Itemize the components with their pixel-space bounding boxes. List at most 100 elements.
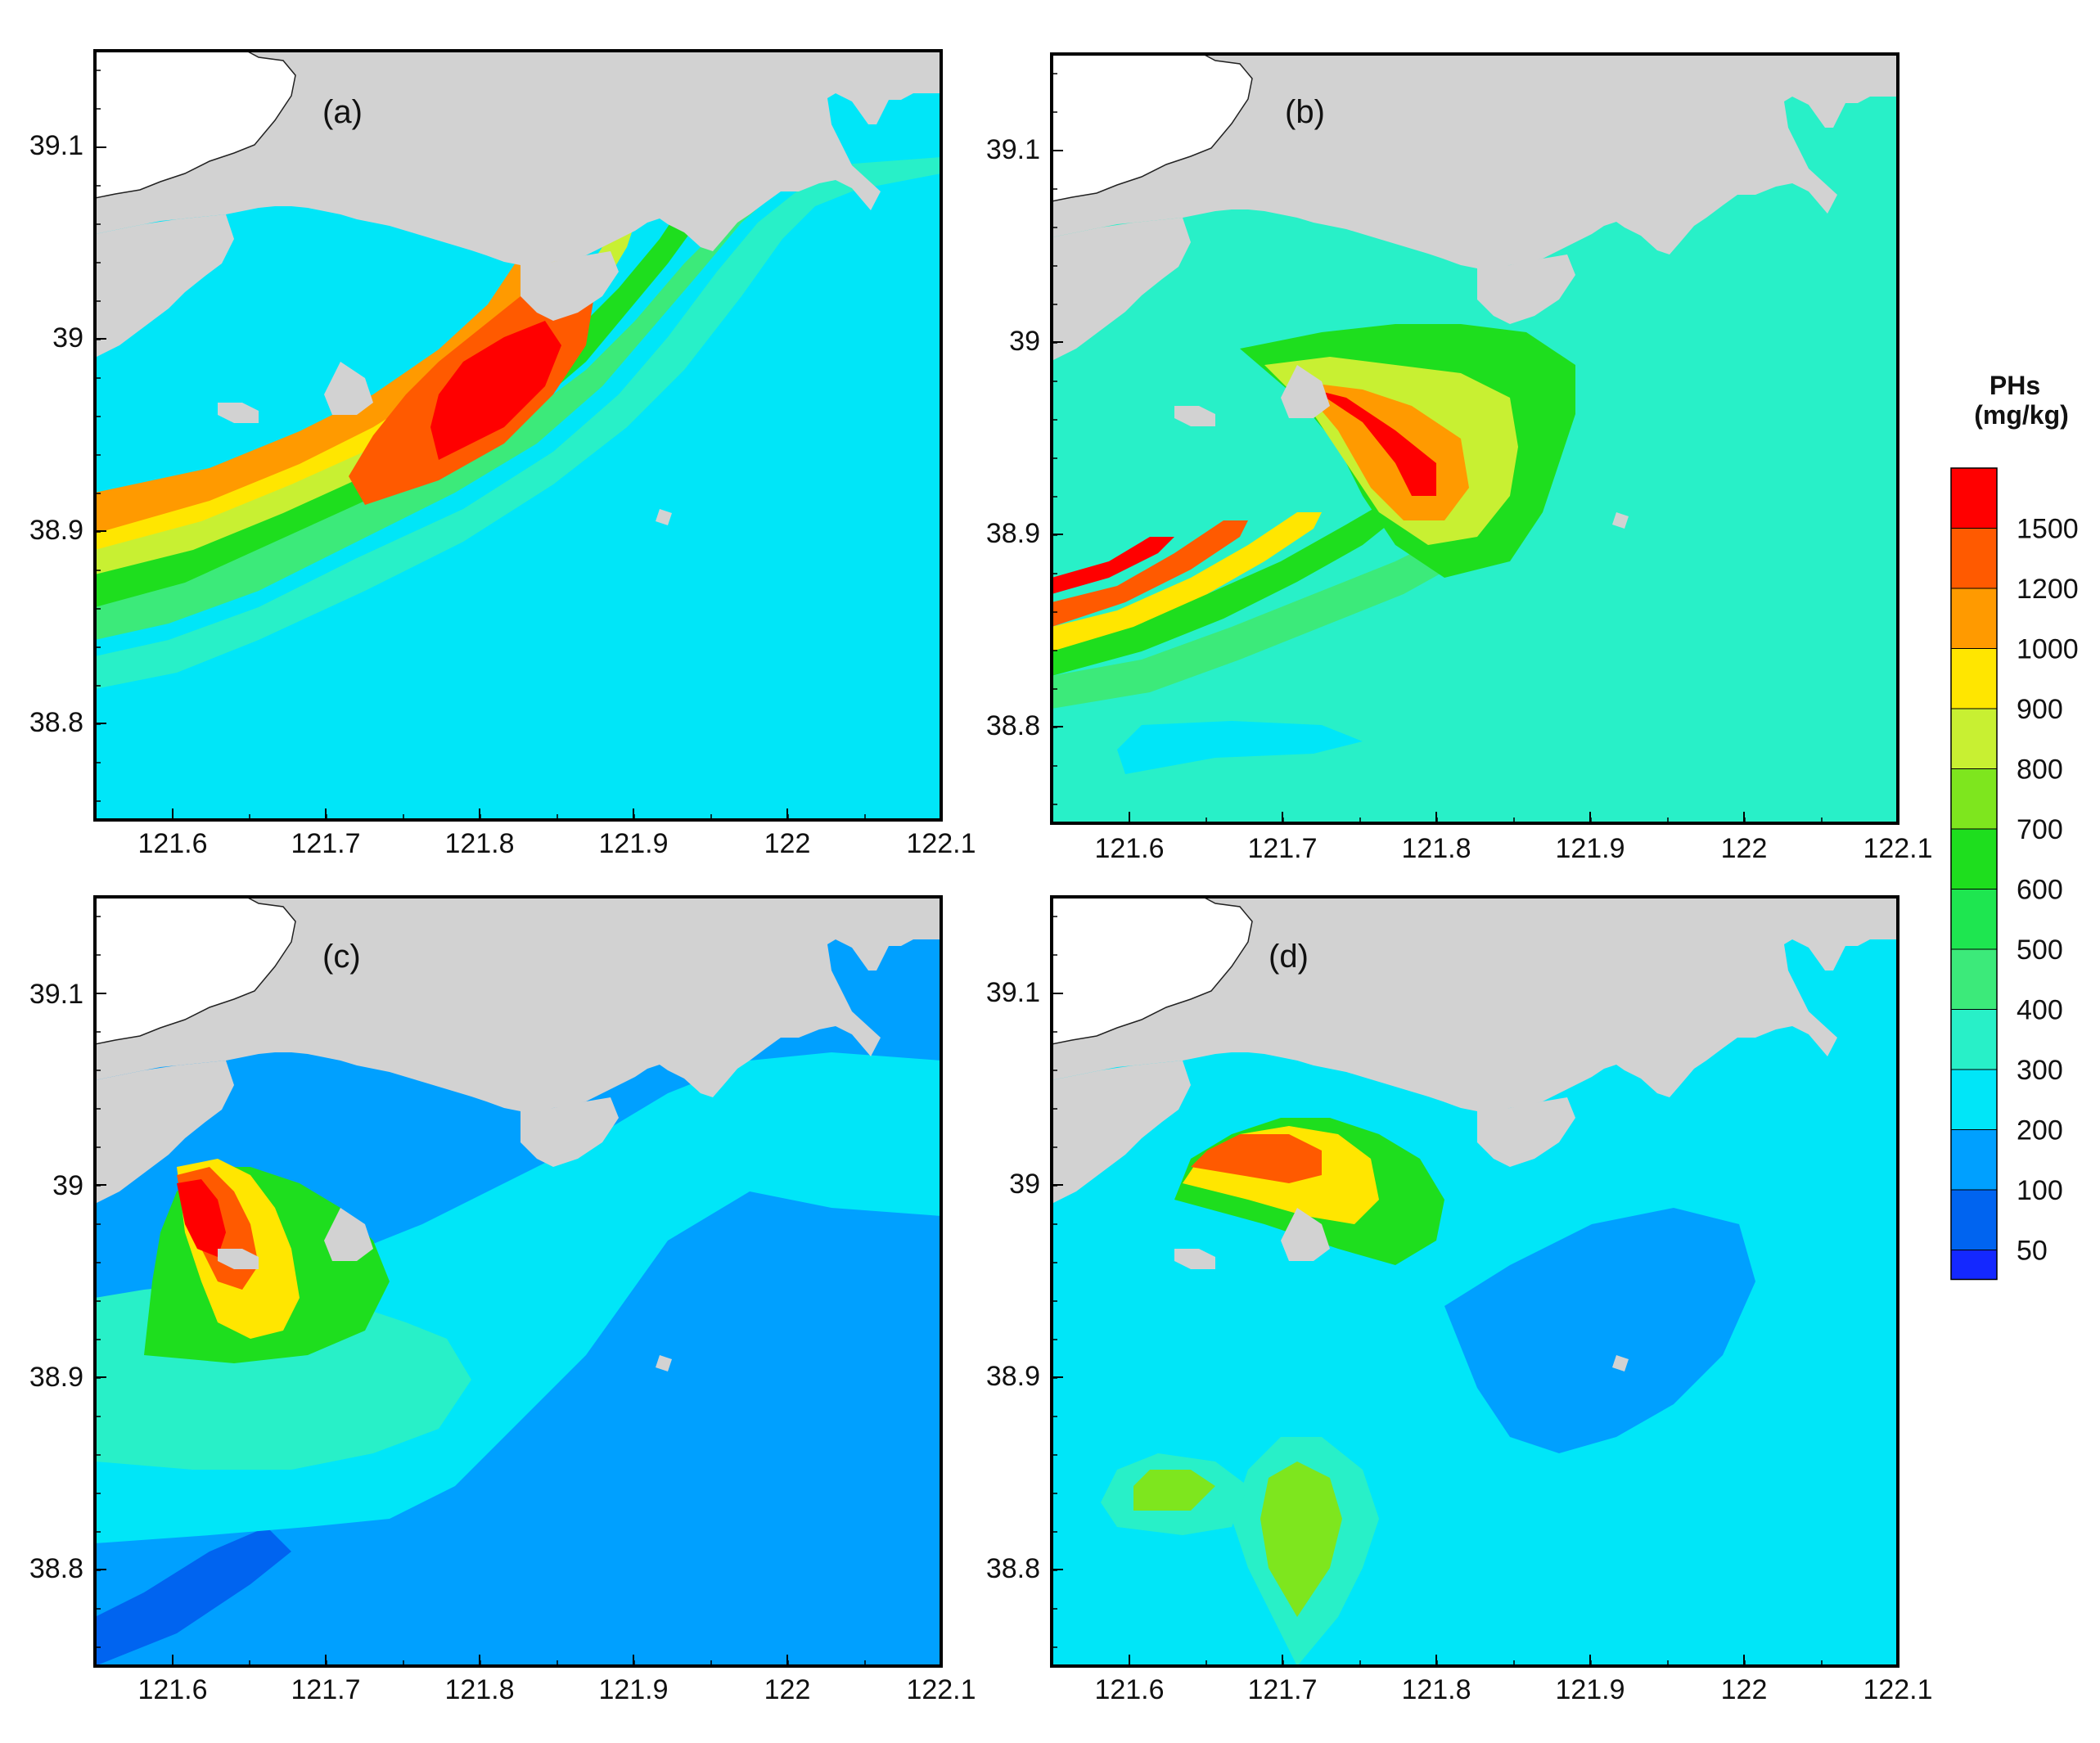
legend-swatch [1951, 1190, 1997, 1250]
contour-band [95, 255, 537, 534]
plot-frame [1050, 895, 1899, 1668]
legend-label: 600 [2017, 875, 2063, 906]
legend-swatch [1951, 1250, 1997, 1280]
contour-band [95, 223, 635, 574]
contour-band [1052, 512, 1322, 651]
legend-swatch [1951, 768, 1997, 830]
contour-band [430, 321, 561, 460]
x-tick-label: 121.8 [1401, 833, 1471, 864]
x-tick-label: 121.7 [291, 1674, 360, 1705]
x-axis-labels-b: 121.6 121.7 121.8 121.9 122 122.1 [1094, 833, 1932, 864]
contour-band [1052, 537, 1174, 594]
map-panel-c: (c) [93, 895, 943, 1668]
x-tick-label: 122 [1721, 1674, 1768, 1705]
y-tick-label: 39 [1009, 1169, 1040, 1200]
contour-field [95, 51, 941, 820]
y-tick-label: 39.1 [29, 130, 83, 161]
land-area [1052, 1061, 1191, 1204]
x-tick-label: 121.6 [137, 1674, 207, 1705]
land-island [1612, 1355, 1629, 1371]
color-legend: PHs (mg/kg) 1500 1200 1000 900 800 700 600 500 4… [1950, 371, 2079, 1281]
land-area [1477, 254, 1575, 324]
x-tick-label: 121.7 [291, 828, 360, 859]
legend-label: 1000 [2017, 634, 2079, 665]
contour-band [1314, 390, 1436, 496]
legend-swatch [1951, 709, 1997, 769]
out-of-domain-area [1052, 897, 1253, 1045]
y-tick-label: 38.9 [29, 1362, 83, 1393]
legend-swatch [1951, 1009, 1997, 1070]
x-tick-label: 122 [764, 1674, 811, 1705]
y-tick-label: 38.9 [986, 1361, 1040, 1392]
x-tick-label: 121.6 [1094, 1674, 1164, 1705]
legend-label: 100 [2017, 1175, 2063, 1206]
y-axis-labels-c: 39.1 39 38.9 38.8 [29, 979, 83, 1584]
plot-frame [93, 49, 943, 822]
y-tick-label: 39 [1009, 326, 1040, 357]
y-tick-label: 39.1 [986, 977, 1040, 1008]
land-area [1477, 1097, 1575, 1167]
land-area [218, 1249, 259, 1269]
out-of-domain-area [95, 897, 296, 1045]
land-area [1052, 218, 1191, 361]
panel-label-b: (b) [1285, 94, 1325, 130]
x-tick-label: 121.6 [1094, 833, 1164, 864]
legend-label: 50 [2017, 1236, 2048, 1267]
map-panel-b: (b) [1050, 52, 1899, 825]
legend-label: 1200 [2017, 574, 2079, 605]
legend-swatch [1951, 528, 1997, 589]
land-area [520, 1097, 619, 1167]
contour-band [1444, 1208, 1755, 1453]
land-area [1174, 1249, 1215, 1269]
x-axis-labels-a: 121.6 121.7 121.8 121.9 122 122.1 [137, 828, 976, 859]
x-tick-label: 121.7 [1247, 833, 1317, 864]
contour-band [1191, 1134, 1322, 1183]
land-area [1281, 365, 1330, 418]
x-tick-label: 121.9 [598, 1674, 668, 1705]
contour-field [1052, 54, 1898, 823]
land-area [1281, 1208, 1330, 1261]
x-tick-label: 122.1 [1863, 833, 1932, 864]
legend-unit: (mg/kg) [1974, 400, 2069, 430]
y-axis-labels-d: 39.1 39 38.9 38.8 [986, 977, 1040, 1584]
y-tick-label: 39 [52, 322, 83, 354]
land-area [324, 362, 373, 415]
legend-swatch [1951, 1070, 1997, 1130]
y-tick-label: 38.9 [986, 518, 1040, 549]
x-tick-label: 121.9 [1555, 833, 1625, 864]
land-area [95, 51, 941, 265]
x-tick-label: 121.8 [444, 828, 514, 859]
land-area [95, 214, 234, 358]
y-tick-label: 38.8 [29, 1553, 83, 1584]
land-island [1612, 512, 1629, 529]
x-tick-label: 121.9 [598, 828, 668, 859]
x-tick-label: 121.6 [137, 828, 207, 859]
legend-label: 1500 [2017, 514, 2079, 545]
out-of-domain-area [1052, 54, 1253, 202]
x-tick-label: 122.1 [906, 828, 976, 859]
y-tick-label: 38.8 [986, 710, 1040, 741]
land-island [656, 1355, 672, 1371]
out-of-domain-area [95, 51, 296, 199]
contour-band [95, 1527, 291, 1666]
legend-label: 500 [2017, 935, 2063, 966]
legend-swatches [1950, 467, 1998, 1281]
y-tick-label: 38.8 [29, 707, 83, 738]
y-tick-label: 39 [52, 1170, 83, 1201]
land-area [520, 251, 619, 321]
y-axis-labels-a: 39.1 39 38.9 38.8 [29, 130, 83, 738]
y-tick-label: 38.8 [986, 1553, 1040, 1584]
legend-swatch [1951, 648, 1997, 709]
y-tick-label: 39.1 [29, 979, 83, 1010]
legend-label: 300 [2017, 1055, 2063, 1086]
panel-label-c: (c) [322, 939, 361, 975]
panel-label-a: (a) [322, 94, 363, 130]
land-area [1174, 406, 1215, 426]
x-tick-label: 122.1 [906, 1674, 976, 1705]
x-tick-label: 121.9 [1555, 1674, 1625, 1705]
contour-band [1260, 1462, 1342, 1617]
x-axis-labels-d: 121.6 121.7 121.8 121.9 122 122.1 [1094, 1674, 1932, 1705]
y-tick-label: 39.1 [986, 134, 1040, 165]
legend-label: 400 [2017, 995, 2063, 1026]
